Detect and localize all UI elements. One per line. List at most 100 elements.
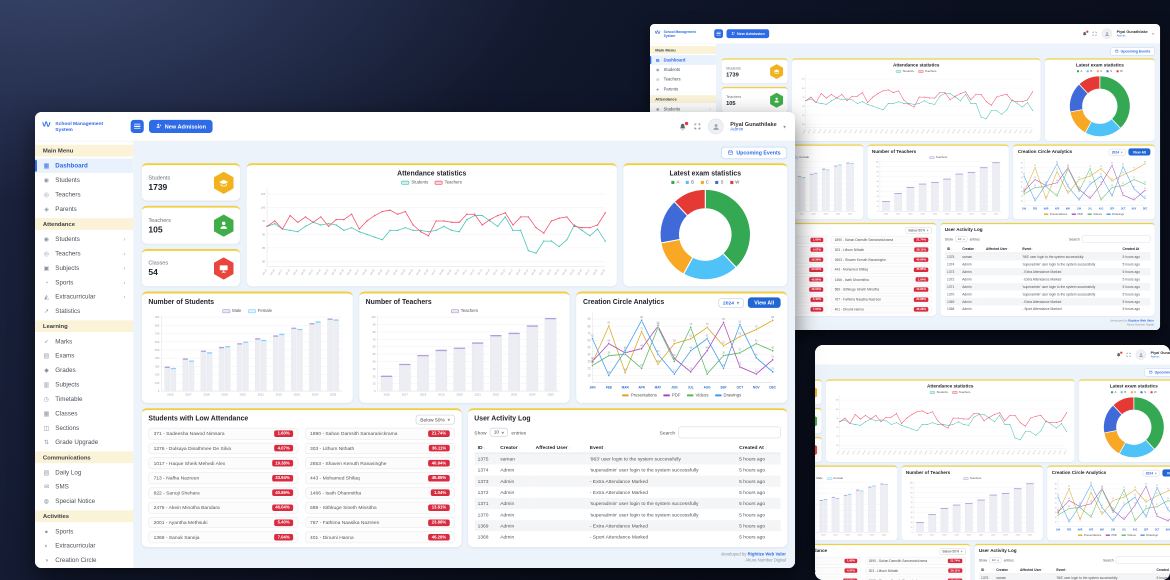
entries-select[interactable]: 10 ▾ (489, 427, 509, 437)
upcoming-events-button[interactable]: Upcoming Events (1144, 368, 1170, 377)
notifications-button[interactable] (678, 120, 689, 131)
activity-search-input[interactable] (678, 426, 781, 439)
sidebar-item-special-notice[interactable]: ◍ Special Notice (35, 494, 133, 508)
footer-brand-link[interactable]: Rightize Web Valor (1128, 319, 1154, 323)
low-attendance-row[interactable]: 303 - Lithum Nithath 36.11% (304, 442, 455, 455)
column-header-created-at[interactable]: Created At↕ (1120, 245, 1151, 254)
sidebar-item-work-desk[interactable]: ▭Work Desk (35, 567, 133, 568)
low-attendance-row[interactable]: 713 - Nafha Nazreen 33.94% (148, 472, 299, 484)
notifications-button[interactable] (1082, 29, 1089, 37)
low-attendance-row[interactable]: 2653 - Shaven Kenuth Ranasinghe 40.94% (831, 255, 932, 264)
year-select[interactable]: 2024 ▾ (1108, 148, 1126, 156)
sidebar-toggle-button[interactable] (130, 119, 144, 133)
attendance-filter-select[interactable]: Below 50% ▾ (415, 414, 455, 425)
low-attendance-row[interactable]: 822 - Sanuji Shehara 40.86% (148, 487, 299, 499)
sidebar-item-sms[interactable]: ✉ SMS (35, 480, 133, 494)
entries-select[interactable]: 10 ▾ (955, 235, 968, 243)
user-avatar[interactable] (1101, 28, 1113, 39)
low-attendance-row[interactable]: 2475 - Akein Minotha Bandara 46.04% (148, 501, 299, 514)
low-attendance-row[interactable]: 401 - Dinumi Hanna 46.28% (304, 531, 455, 544)
view-all-button[interactable]: View All (1162, 469, 1170, 477)
column-header-created-at[interactable]: Created At↕ (1154, 566, 1170, 575)
view-all-button[interactable]: View All (1128, 148, 1151, 156)
fullscreen-button[interactable] (694, 122, 702, 130)
sidebar-item-creation-circle[interactable]: ◑ Creation Circle (35, 553, 133, 567)
sidebar-item-parents[interactable]: ◈ Parents (35, 202, 133, 216)
sidebar-item-sections[interactable]: ◫ Sections (35, 421, 133, 435)
sidebar-item-timetable[interactable]: ◷ Timetable (35, 392, 133, 406)
year-select[interactable]: 2024 ▾ (718, 297, 744, 308)
user-avatar[interactable] (707, 118, 724, 135)
sidebar-item-subjects[interactable]: ▣ Subjects › (35, 261, 133, 275)
low-attendance-row[interactable]: 303 - Lithum Nithath 36.11% (831, 245, 932, 254)
fullscreen-button[interactable] (1092, 31, 1097, 36)
sidebar-item-statistics[interactable]: ↗ Statistics (35, 304, 133, 318)
column-header-id[interactable]: ID↕ (978, 566, 995, 575)
sidebar-item-marks[interactable]: ✓ Marks (35, 334, 133, 348)
column-header-affected-user[interactable]: Affected User↕ (1017, 566, 1055, 575)
low-attendance-row[interactable]: 767 - Fathima Naasika Nazreen 23.88% (304, 516, 455, 529)
sidebar-item-students[interactable]: ◉ Students › (35, 232, 133, 246)
sidebar-item-grades[interactable]: ◆ Grades (35, 363, 133, 377)
low-attendance-row[interactable]: 589 - Sithkuge Sineth Minsitha 13.81% (304, 501, 455, 514)
column-header-event[interactable]: Event↕ (1020, 245, 1121, 254)
sidebar-item-teachers[interactable]: ◎ Teachers (35, 187, 133, 201)
year-select[interactable]: 2024 ▾ (1142, 469, 1160, 477)
low-attendance-row[interactable]: 443 - Mohamed Shifaq 45.85% (304, 472, 455, 484)
column-header-created-at[interactable]: Created At↕ (735, 441, 781, 454)
sidebar-item-classes[interactable]: ▦ Classes (35, 406, 133, 420)
sidebar-item-extracurricular[interactable]: ◭ Extracurricular › (35, 290, 133, 304)
user-menu[interactable]: Piyal Gunathilake Admin (730, 120, 776, 132)
low-attendance-row[interactable]: 1276 - Dulsaya Disathmee De Silva 4.07% (815, 566, 861, 575)
new-admission-button[interactable]: New Admission (149, 119, 213, 133)
column-header-affected-user[interactable]: Affected User↕ (983, 245, 1021, 254)
column-header-event[interactable]: Event↕ (586, 441, 736, 454)
activity-search-input[interactable] (1115, 556, 1170, 564)
column-header-creator[interactable]: Creator↕ (994, 566, 1018, 575)
column-header-creator[interactable]: Creator↕ (496, 441, 533, 454)
attendance-filter-select[interactable]: Below 50% ▾ (939, 547, 966, 555)
new-admission-button[interactable]: New Admission (726, 29, 770, 39)
low-attendance-row[interactable]: 401 - Dinumi Hanna 46.28% (831, 305, 932, 314)
sidebar-item-parents[interactable]: ◈ Parents (650, 84, 716, 94)
sidebar-item-teachers[interactable]: ◎ Teachers › (35, 246, 133, 260)
sidebar-item-sports[interactable]: ◔ Sports › (35, 275, 133, 289)
entries-select[interactable]: 10 ▾ (989, 556, 1002, 564)
view-all-button[interactable]: View All (747, 297, 781, 308)
low-attendance-row[interactable]: 443 - Mohamed Shifaq 45.85% (831, 265, 932, 274)
attendance-filter-select[interactable]: Below 50% ▾ (905, 226, 932, 234)
upcoming-events-button[interactable]: Upcoming Events (1110, 47, 1155, 56)
column-header-event[interactable]: Event↕ (1054, 566, 1155, 575)
sidebar-item-daily-log[interactable]: ▤ Daily Log (35, 465, 133, 479)
footer-brand-link[interactable]: Rightize Web Valor (747, 551, 786, 557)
sidebar-item-exams[interactable]: ▤ Exams (35, 349, 133, 363)
sidebar-item-teachers[interactable]: ◎ Teachers (650, 75, 716, 85)
upcoming-events-button[interactable]: Upcoming Events (721, 146, 788, 160)
user-avatar[interactable] (1135, 349, 1147, 360)
sidebar-item-extracurricular[interactable]: ◐ Extracurricular (35, 539, 133, 553)
low-attendance-row[interactable]: 1890 - Sahan Damsith Samaranickrama 21.74… (304, 427, 455, 440)
low-attendance-row[interactable]: 1890 - Sahan Damsith Samaranickrama 21.74… (865, 556, 966, 565)
fullscreen-button[interactable] (1126, 352, 1131, 357)
low-attendance-row[interactable]: 1466 - Isath Dhanmitha 1.04% (304, 487, 455, 499)
chevron-down-icon[interactable]: ▾ (783, 123, 786, 130)
sidebar-item-grade-upgrade[interactable]: ⇅ Grade Upgrade (35, 435, 133, 449)
sidebar-item-students[interactable]: ◉ Students (650, 65, 716, 75)
low-attendance-row[interactable]: 1017 - Haque Sheik Mehedi Alex 19.38% (148, 457, 299, 470)
sidebar-item-subjects[interactable]: ▥ Subjects (35, 377, 133, 391)
chevron-down-icon[interactable]: ▾ (1152, 31, 1154, 36)
column-header-affected-user[interactable]: Affected User↕ (532, 441, 587, 454)
sidebar-item-sports[interactable]: ● Sports (35, 524, 133, 538)
user-menu[interactable]: Piyal Gunathilake Admin (1151, 351, 1170, 359)
low-attendance-row[interactable]: 1276 - Dulsaya Disathmee De Silva 4.07% (148, 442, 299, 455)
notifications-button[interactable] (1116, 350, 1123, 358)
low-attendance-row[interactable]: 1890 - Sahan Damsith Samaranickrama 21.74… (831, 235, 932, 244)
sidebar-item-students[interactable]: ◉ Students (35, 173, 133, 187)
sidebar-toggle-button[interactable] (714, 29, 723, 39)
low-attendance-row[interactable]: 303 - Lithum Nithath 36.11% (865, 566, 966, 575)
sidebar-item-dashboard[interactable]: ▦ Dashboard (650, 55, 716, 65)
activity-search-input[interactable] (1081, 235, 1151, 243)
low-attendance-row[interactable]: 2653 - Shaven Kenuth Ranasinghe 40.94% (304, 457, 455, 470)
